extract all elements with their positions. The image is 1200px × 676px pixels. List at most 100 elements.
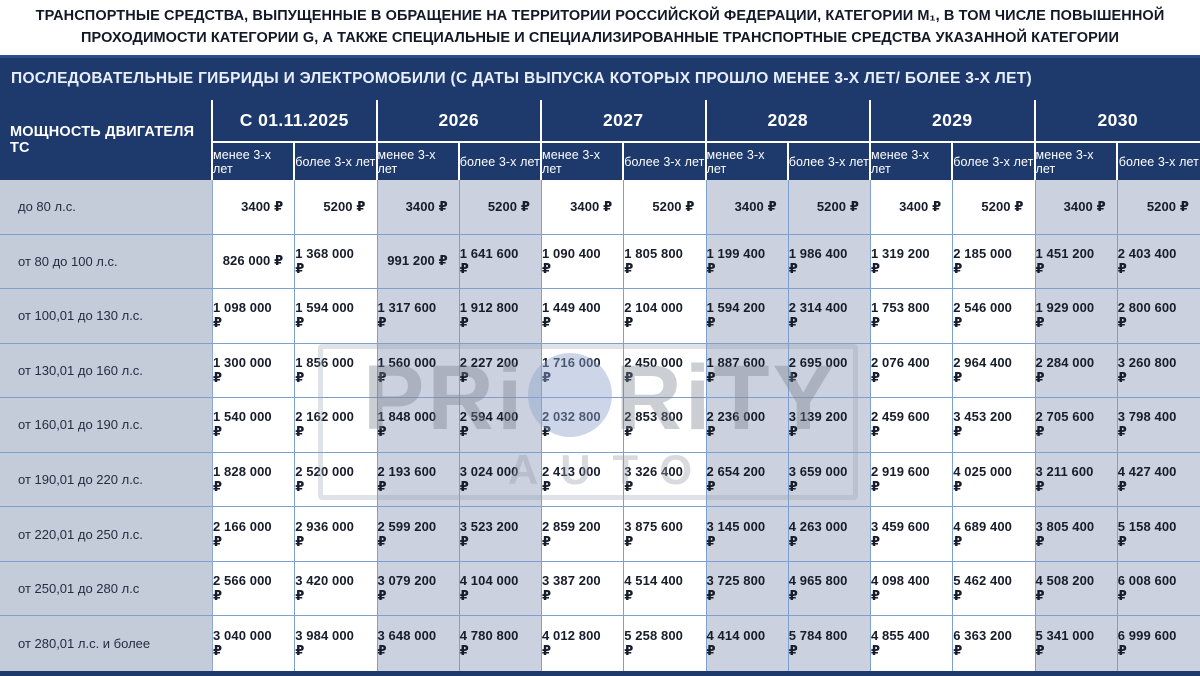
fee-value-cell: 2 413 000 ₽ <box>542 452 625 508</box>
fee-value-cell: 1 887 600 ₽ <box>706 343 789 399</box>
period-subheader-more: более 3-х лет <box>624 143 707 180</box>
fee-value-cell: 2 459 600 ₽ <box>871 398 954 453</box>
fee-value-cell: 3 459 600 ₽ <box>871 507 954 562</box>
fee-value-cell: 1 540 000 ₽ <box>213 398 296 453</box>
fee-value-cell: 3 139 200 ₽ <box>788 398 871 453</box>
fee-value-cell: 1 805 800 ₽ <box>624 234 707 290</box>
fee-value-cell: 991 200 ₽ <box>377 234 460 290</box>
period-subheader-more: более 3-х лет <box>953 143 1036 180</box>
fee-value-cell: 2 936 000 ₽ <box>295 507 378 562</box>
fee-value-cell: 3 984 000 ₽ <box>295 616 378 671</box>
period-subheader-less: менее 3-х лет <box>871 143 954 180</box>
fee-value-cell: 2 919 600 ₽ <box>871 452 954 508</box>
fee-value-cell: 3 211 600 ₽ <box>1035 452 1118 508</box>
fee-value-cell: 2 566 000 ₽ <box>213 561 296 617</box>
fee-value-cell: 2 032 800 ₽ <box>542 398 625 453</box>
fee-value-cell: 2 800 600 ₽ <box>1117 289 1200 344</box>
fee-value-cell: 1 300 000 ₽ <box>213 343 296 399</box>
fee-value-cell: 2 853 800 ₽ <box>624 398 707 453</box>
period-subheader-more: более 3-х лет <box>788 143 871 180</box>
row-label: от 190,01 до 220 л.с. <box>0 452 213 508</box>
fee-value-cell: 6 008 600 ₽ <box>1117 561 1200 617</box>
fee-value-cell: 4 855 400 ₽ <box>871 616 954 671</box>
fee-value-cell: 1 848 000 ₽ <box>377 398 460 453</box>
fee-value-cell: 2 104 000 ₽ <box>624 289 707 344</box>
fee-value-cell: 4 098 400 ₽ <box>871 561 954 617</box>
period-subheader-less: менее 3-х лет <box>706 143 789 180</box>
fee-value-cell: 2 594 400 ₽ <box>459 398 542 453</box>
fee-value-cell: 2 964 400 ₽ <box>953 343 1036 399</box>
fee-value-cell: 1 986 400 ₽ <box>788 234 871 290</box>
fee-value-cell: 2 599 200 ₽ <box>377 507 460 562</box>
year-header: 2028 <box>706 100 871 143</box>
fee-value-cell: 1 929 000 ₽ <box>1035 289 1118 344</box>
fee-value-cell: 2 166 000 ₽ <box>213 507 296 562</box>
fee-value-cell: 2 546 000 ₽ <box>953 289 1036 344</box>
fee-value-cell: 3 145 000 ₽ <box>706 507 789 562</box>
row-label: от 130,01 до 160 л.с. <box>0 343 213 399</box>
fee-value-cell: 6 363 200 ₽ <box>953 616 1036 671</box>
fee-value-cell: 1 098 000 ₽ <box>213 289 296 344</box>
year-header: 2027 <box>542 100 707 143</box>
fee-value-cell: 5 341 000 ₽ <box>1035 616 1118 671</box>
fee-value-cell: 3400 ₽ <box>1035 180 1118 235</box>
fee-value-cell: 3 648 000 ₽ <box>377 616 460 671</box>
fee-value-cell: 2 284 000 ₽ <box>1035 343 1118 399</box>
fee-value-cell: 3 420 000 ₽ <box>295 561 378 617</box>
fee-value-cell: 2 227 200 ₽ <box>459 343 542 399</box>
fee-value-cell: 2 314 400 ₽ <box>788 289 871 344</box>
period-subheader-less: менее 3-х лет <box>542 143 625 180</box>
fee-value-cell: 2 654 200 ₽ <box>706 452 789 508</box>
bottom-bar <box>0 671 1200 676</box>
fee-value-cell: 3 798 400 ₽ <box>1117 398 1200 453</box>
fee-value-cell: 3400 ₽ <box>213 180 296 235</box>
fee-value-cell: 5200 ₽ <box>624 180 707 235</box>
period-subheader-less: менее 3-х лет <box>213 143 296 180</box>
fee-value-cell: 4 263 000 ₽ <box>788 507 871 562</box>
section-banner: ПОСЛЕДОВАТЕЛЬНЫЕ ГИБРИДЫ И ЭЛЕКТРОМОБИЛИ… <box>0 55 1200 100</box>
tariff-table: МОЩНОСТЬ ДВИГАТЕЛЯ ТС С 01.11.2025 2026 202… <box>0 100 1200 671</box>
period-subheader-more: более 3-х лет <box>459 143 542 180</box>
fee-value-cell: 2 185 000 ₽ <box>953 234 1036 290</box>
fee-value-cell: 1 594 200 ₽ <box>706 289 789 344</box>
fee-value-cell: 2 859 200 ₽ <box>542 507 625 562</box>
fee-value-cell: 5 462 400 ₽ <box>953 561 1036 617</box>
fee-value-cell: 1 716 000 ₽ <box>542 343 625 399</box>
fee-value-cell: 3400 ₽ <box>871 180 954 235</box>
fee-value-cell: 4 508 200 ₽ <box>1035 561 1118 617</box>
fee-value-cell: 1 368 000 ₽ <box>295 234 378 290</box>
fee-value-cell: 4 104 000 ₽ <box>459 561 542 617</box>
fee-value-cell: 5200 ₽ <box>459 180 542 235</box>
fee-value-cell: 826 000 ₽ <box>213 234 296 290</box>
fee-value-cell: 1 449 400 ₽ <box>542 289 625 344</box>
fee-value-cell: 2 162 000 ₽ <box>295 398 378 453</box>
fee-value-cell: 1 451 200 ₽ <box>1035 234 1118 290</box>
fee-value-cell: 4 780 800 ₽ <box>459 616 542 671</box>
fee-value-cell: 2 705 600 ₽ <box>1035 398 1118 453</box>
fee-value-cell: 4 012 800 ₽ <box>542 616 625 671</box>
fee-value-cell: 4 414 000 ₽ <box>706 616 789 671</box>
fee-value-cell: 2 520 000 ₽ <box>295 452 378 508</box>
fee-value-cell: 3 805 400 ₽ <box>1035 507 1118 562</box>
fee-value-cell: 5 784 800 ₽ <box>788 616 871 671</box>
fee-value-cell: 1 641 600 ₽ <box>459 234 542 290</box>
fee-value-cell: 1 090 400 ₽ <box>542 234 625 290</box>
fee-value-cell: 5200 ₽ <box>295 180 378 235</box>
fee-value-cell: 3 326 400 ₽ <box>624 452 707 508</box>
fee-value-cell: 3400 ₽ <box>542 180 625 235</box>
fee-value-cell: 4 514 400 ₽ <box>624 561 707 617</box>
section-banner-text: ПОСЛЕДОВАТЕЛЬНЫЕ ГИБРИДЫ И ЭЛЕКТРОМОБИЛИ… <box>11 70 1032 87</box>
page-title: ТРАНСПОРТНЫЕ СРЕДСТВА, ВЫПУЩЕННЫЕ В ОБРА… <box>35 8 1165 46</box>
fee-value-cell: 2 450 000 ₽ <box>624 343 707 399</box>
fee-value-cell: 1 753 800 ₽ <box>871 289 954 344</box>
fee-value-cell: 1 560 000 ₽ <box>377 343 460 399</box>
fee-value-cell: 4 965 800 ₽ <box>788 561 871 617</box>
period-subheader-less: менее 3-х лет <box>1035 143 1118 180</box>
fee-value-cell: 1 828 000 ₽ <box>213 452 296 508</box>
fee-value-cell: 3 260 800 ₽ <box>1117 343 1200 399</box>
fee-value-cell: 2 695 000 ₽ <box>788 343 871 399</box>
fee-value-cell: 3400 ₽ <box>377 180 460 235</box>
fee-value-cell: 3 875 600 ₽ <box>624 507 707 562</box>
year-header: 2030 <box>1035 100 1200 143</box>
fee-value-cell: 2 193 600 ₽ <box>377 452 460 508</box>
